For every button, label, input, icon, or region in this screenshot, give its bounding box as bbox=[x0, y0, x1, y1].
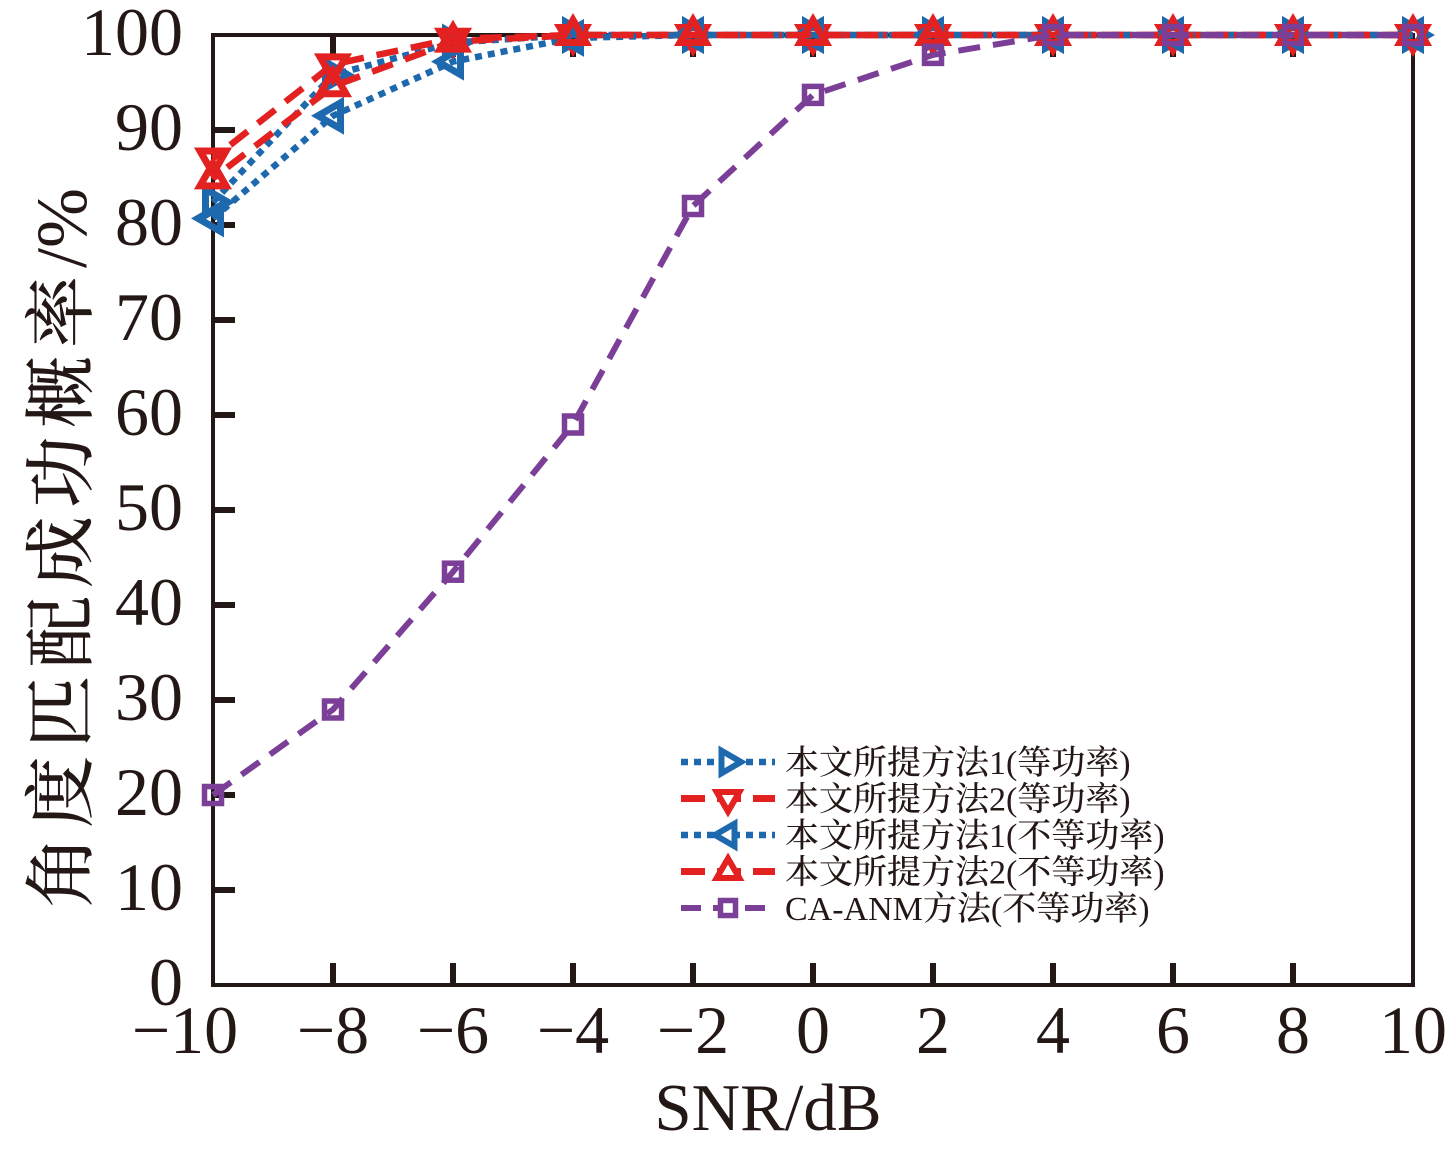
svg-text:): ) bbox=[1138, 891, 1149, 928]
svg-text:(: ( bbox=[991, 891, 1002, 928]
svg-text:/%: /% bbox=[22, 188, 102, 268]
svg-text:): ) bbox=[1153, 818, 1164, 855]
svg-text:20: 20 bbox=[115, 754, 183, 830]
svg-text:8: 8 bbox=[1276, 992, 1310, 1068]
svg-text:100: 100 bbox=[81, 0, 183, 70]
svg-text:6: 6 bbox=[1156, 992, 1190, 1068]
svg-text:1(: 1( bbox=[989, 745, 1017, 782]
svg-text:4: 4 bbox=[1036, 992, 1070, 1068]
svg-text:−2: −2 bbox=[657, 992, 729, 1068]
svg-text:50: 50 bbox=[115, 469, 183, 545]
svg-text:90: 90 bbox=[115, 89, 183, 165]
svg-text:−10: −10 bbox=[132, 992, 238, 1068]
svg-text:60: 60 bbox=[115, 374, 183, 450]
svg-text:2: 2 bbox=[916, 992, 950, 1068]
svg-text:1(: 1( bbox=[989, 818, 1017, 855]
svg-text:0: 0 bbox=[796, 992, 830, 1068]
svg-text:−8: −8 bbox=[297, 992, 369, 1068]
svg-text:): ) bbox=[1119, 782, 1130, 819]
svg-text:10: 10 bbox=[1379, 992, 1446, 1068]
svg-text:CA-ANM: CA-ANM bbox=[785, 891, 923, 928]
svg-text:−4: −4 bbox=[537, 992, 609, 1068]
svg-text:−6: −6 bbox=[417, 992, 489, 1068]
svg-text:2(: 2( bbox=[989, 855, 1017, 892]
svg-text:40: 40 bbox=[115, 564, 183, 640]
svg-text:): ) bbox=[1153, 855, 1164, 892]
svg-text:0: 0 bbox=[149, 944, 183, 1020]
svg-text:30: 30 bbox=[115, 659, 183, 735]
svg-text:2(: 2( bbox=[989, 782, 1017, 819]
svg-text:10: 10 bbox=[115, 849, 183, 925]
svg-text:80: 80 bbox=[115, 184, 183, 260]
svg-text:70: 70 bbox=[115, 279, 183, 355]
svg-text:): ) bbox=[1119, 745, 1130, 782]
svg-text:SNR/dB: SNR/dB bbox=[654, 1071, 881, 1145]
